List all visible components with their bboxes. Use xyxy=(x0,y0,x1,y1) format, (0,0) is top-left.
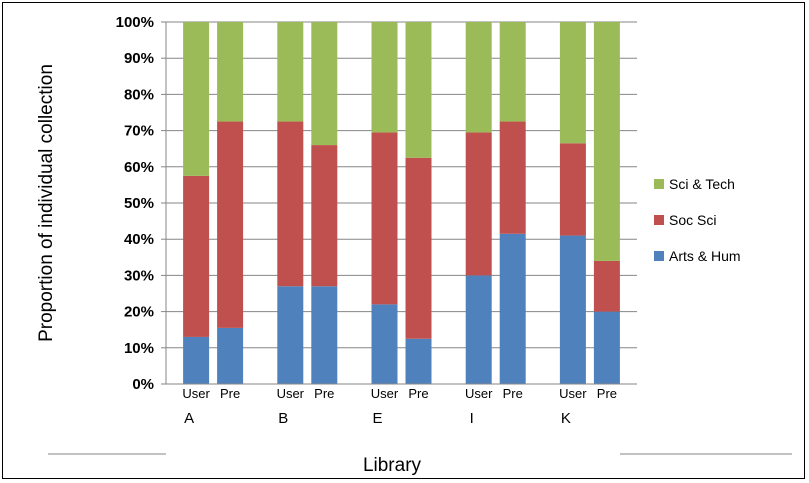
legend-swatch xyxy=(654,251,664,261)
bar-B-User-sci-tech xyxy=(277,22,304,122)
y-tick-label: 0% xyxy=(132,376,154,393)
legend-swatch xyxy=(654,215,664,225)
bar-I-User-sci-tech xyxy=(465,22,492,133)
bar-A-Pre-arts-hum xyxy=(217,327,244,384)
bar-I-User-arts-hum xyxy=(465,275,492,384)
y-tick-label: 90% xyxy=(124,50,154,67)
legend-swatch xyxy=(654,179,664,189)
x-group-label: A xyxy=(184,410,194,427)
x-subcategory-label: User xyxy=(371,386,399,401)
bar-B-User-arts-hum xyxy=(277,286,304,384)
x-group-label: B xyxy=(278,410,288,427)
y-tick-label: 80% xyxy=(124,86,154,103)
bar-E-Pre-sci-tech xyxy=(405,22,432,158)
bar-K-User-sci-tech xyxy=(559,22,586,144)
bar-K-Pre-soc-sci xyxy=(593,260,620,312)
bar-B-Pre-sci-tech xyxy=(311,22,338,146)
bar-A-User-sci-tech xyxy=(183,22,210,176)
bar-A-User-arts-hum xyxy=(183,336,210,384)
bar-K-User-arts-hum xyxy=(559,235,586,384)
bar-I-Pre-arts-hum xyxy=(499,233,526,384)
bars xyxy=(183,22,620,384)
bar-B-User-soc-sci xyxy=(277,121,304,287)
legend-label: Soc Sci xyxy=(669,212,716,228)
bar-E-User-sci-tech xyxy=(371,22,398,133)
bar-K-Pre-sci-tech xyxy=(593,22,620,261)
x-subcategory-label: User xyxy=(465,386,493,401)
y-tick-label: 50% xyxy=(124,195,154,212)
bar-B-Pre-arts-hum xyxy=(311,286,338,384)
bar-B-Pre-soc-sci xyxy=(311,145,338,287)
bar-A-Pre-sci-tech xyxy=(217,22,244,122)
legend-label: Sci & Tech xyxy=(669,176,735,192)
bar-I-User-soc-sci xyxy=(465,132,492,276)
x-subcategory-label: Pre xyxy=(597,386,617,401)
x-group-label: E xyxy=(372,410,382,427)
bar-I-Pre-sci-tech xyxy=(499,22,526,122)
y-tick-label: 40% xyxy=(124,231,154,248)
x-labels: User Pre A User Pre B User Pre E User Pre I User Pre K xyxy=(182,386,617,427)
x-subcategory-label: User xyxy=(277,386,305,401)
y-tick-label: 10% xyxy=(124,340,154,357)
bar-E-Pre-arts-hum xyxy=(405,338,432,384)
y-axis-title: Proportion of individual collection xyxy=(36,64,57,342)
y-tick-labels: 0% 10% 20% 30% 40% 50% 60% 70% 80% 90% 100% xyxy=(116,14,154,393)
x-subcategory-label: Pre xyxy=(314,386,334,401)
x-subcategory-label: User xyxy=(559,386,587,401)
x-group-label: I xyxy=(470,410,474,427)
gridlines xyxy=(161,21,637,385)
y-tick-label: 60% xyxy=(124,159,154,176)
x-subcategory-label: User xyxy=(182,386,210,401)
y-tick-label: 70% xyxy=(124,123,154,140)
bar-A-User-soc-sci xyxy=(183,175,210,337)
x-subcategory-label: Pre xyxy=(408,386,428,401)
bar-I-Pre-soc-sci xyxy=(499,121,526,234)
x-subcategory-label: Pre xyxy=(503,386,523,401)
bar-K-Pre-arts-hum xyxy=(593,311,620,384)
legend: Sci & Tech Soc Sci Arts & Hum xyxy=(654,176,741,264)
x-group-label: K xyxy=(561,410,571,427)
legend-label: Arts & Hum xyxy=(669,248,741,264)
x-subcategory-label: Pre xyxy=(220,386,240,401)
bar-K-User-soc-sci xyxy=(559,143,586,236)
bar-E-User-arts-hum xyxy=(371,304,398,384)
x-axis-title: Library xyxy=(363,455,422,476)
y-tick-label: 20% xyxy=(124,304,154,321)
y-tick-label: 100% xyxy=(116,14,154,31)
bar-E-User-soc-sci xyxy=(371,132,398,305)
bar-E-Pre-soc-sci xyxy=(405,157,432,339)
y-tick-label: 30% xyxy=(124,267,154,284)
bar-A-Pre-soc-sci xyxy=(217,121,244,328)
